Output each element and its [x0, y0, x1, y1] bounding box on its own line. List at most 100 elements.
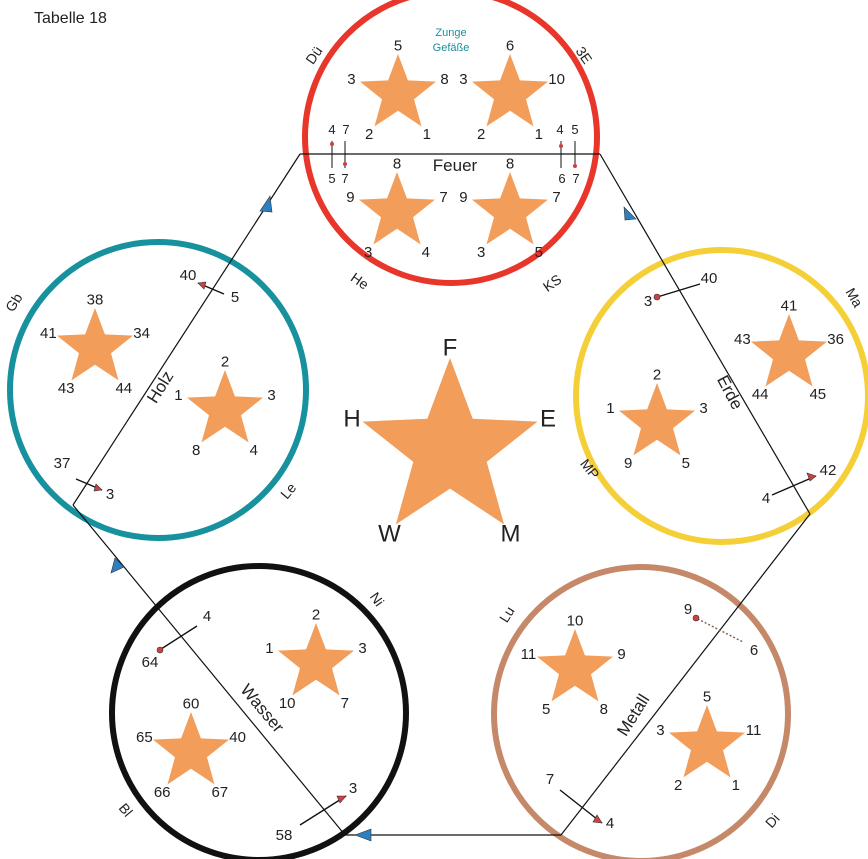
holz-star: [57, 308, 133, 381]
star-point-label: 10: [548, 71, 565, 88]
star-point-label: 3: [364, 244, 372, 261]
star-point-label: 44: [115, 380, 132, 397]
star-point-label: 5: [542, 701, 550, 718]
star-point-label: 1: [732, 777, 740, 794]
star-point-label: 43: [734, 331, 751, 348]
feuer-pair-bottom: 7: [341, 171, 348, 186]
star-point-label: 8: [506, 155, 514, 172]
holz-organ-gb: Gb: [2, 290, 26, 314]
star-point-label: 3: [459, 71, 467, 88]
star-point-label: 1: [174, 387, 182, 404]
star-point-label: 60: [183, 695, 200, 712]
feuer-pair-bottom: 7: [572, 171, 579, 186]
erde-element-label: Erde: [713, 372, 747, 413]
feuer-pair-bottom: 5: [328, 171, 335, 186]
holz-organ-le: Le: [277, 480, 299, 502]
star-point-label: 9: [459, 189, 467, 206]
star-point-label: 8: [393, 155, 401, 172]
star-point-label: 40: [229, 729, 246, 746]
star-point-label: 5: [703, 688, 711, 705]
star-point-label: 3: [267, 387, 275, 404]
star-point-label: 43: [58, 380, 75, 397]
star-point-label: 3: [656, 722, 664, 739]
holz-needle-to: 5: [231, 289, 239, 306]
cycle-arrow-icon: [110, 557, 125, 574]
star-point-label: 6: [506, 37, 514, 54]
star-point-label: 2: [477, 126, 485, 143]
cycle-arrow-group: [110, 195, 637, 842]
star-point-label: 1: [606, 400, 614, 417]
wasser-organ-bl: Bl: [116, 800, 136, 820]
star-point-label: 2: [674, 777, 682, 794]
star-point-label: 2: [312, 606, 320, 623]
star-point-label: 2: [365, 126, 373, 143]
erde-needle-to: 42: [820, 462, 837, 479]
feuer-star: [360, 54, 436, 127]
star-point-label: 9: [346, 189, 354, 206]
metall-needle-to: 4: [606, 815, 614, 832]
metall-star: [669, 705, 745, 778]
holz-element-label: Holz: [143, 368, 177, 407]
metall-needle-from: 9: [684, 601, 692, 618]
erde-organ-ma: Ma: [843, 285, 867, 310]
holz-circle: [7, 239, 309, 541]
star-point-label: 4: [422, 244, 430, 261]
needle-heads: [93, 281, 817, 824]
feuer-star: [472, 54, 548, 127]
metall-star: [537, 629, 613, 702]
wasser-organ-ni: Ni: [367, 589, 388, 609]
feuer-pair-bottom: 6: [558, 171, 565, 186]
holz-star: [187, 370, 263, 443]
wasser-circle: [109, 563, 409, 859]
star-point-label: 41: [40, 325, 57, 342]
star-point-label: 2: [653, 366, 661, 383]
feuer-pair-top: 4: [328, 122, 335, 137]
star-point-label: M: [501, 521, 521, 548]
star-point-label: 9: [624, 455, 632, 472]
star-point-label: 3: [347, 71, 355, 88]
star-point-label: 10: [279, 695, 296, 712]
feuer-star: [359, 172, 435, 245]
feuer-organ-ks: KS: [540, 271, 564, 295]
erde-needle-from: 3: [644, 293, 652, 310]
sheng-cycle-lines: [72, 153, 811, 836]
star-point-label: 1: [535, 126, 543, 143]
star-point-label: 9: [617, 646, 625, 663]
erde-needle-to: 40: [701, 270, 718, 287]
star-point-label: 67: [211, 784, 228, 801]
needle-lines: [75, 282, 817, 826]
holz-needle-to: 3: [106, 486, 114, 503]
star-point-label: 8: [600, 701, 608, 718]
star-point-label: 41: [781, 297, 798, 314]
star-point-label: 5: [682, 455, 690, 472]
star-point-label: 38: [87, 291, 104, 308]
wasser-needle-from: 58: [276, 827, 293, 844]
feuer-pair-top: 4: [556, 122, 563, 137]
star-point-label: 34: [133, 325, 150, 342]
erde-star: [751, 314, 827, 387]
star-point-label: 7: [439, 189, 447, 206]
star-point-label: 8: [192, 442, 200, 459]
star-point-label: 7: [552, 189, 560, 206]
erde-circle: [573, 247, 868, 545]
feuer-star: [472, 172, 548, 245]
star-point-label: W: [378, 521, 401, 548]
star-point-label: 8: [440, 71, 448, 88]
metall-circle: [491, 564, 791, 859]
metall-needle-from: 7: [546, 771, 554, 788]
metall-element-label: Metall: [613, 691, 653, 740]
star-point-label: 36: [827, 331, 844, 348]
feuer-pair-dots: [330, 142, 577, 168]
feuer-pair-top: 7: [342, 122, 349, 137]
star-point-label: 3: [477, 244, 485, 261]
star-point-label: 3: [358, 640, 366, 657]
star-point-label: E: [540, 406, 556, 433]
wasser-needle-from: 64: [142, 654, 159, 671]
star-point-label: 45: [809, 386, 826, 403]
cycle-arrow-icon: [354, 828, 372, 842]
feuer-note-zunge: Zunge: [435, 27, 466, 39]
feuer-element-label: Feuer: [433, 156, 478, 175]
cycle-arrow-icon: [259, 195, 273, 213]
wasser-star: [278, 623, 354, 696]
star-point-label: 3: [699, 400, 707, 417]
